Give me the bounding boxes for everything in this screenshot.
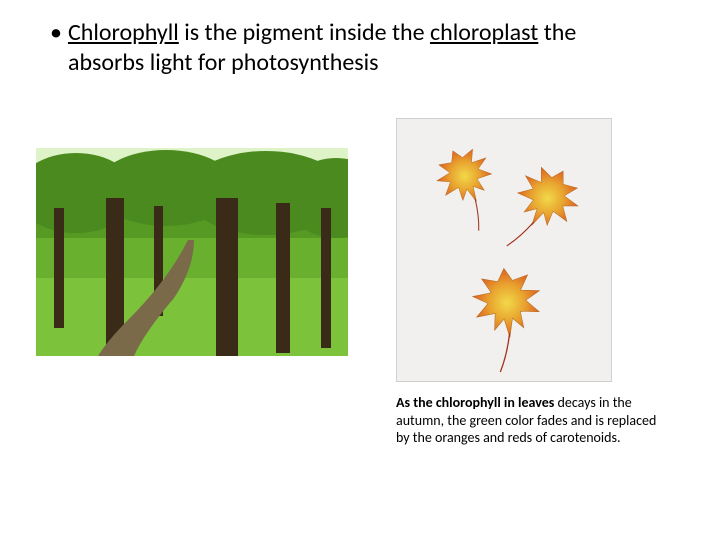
- autumn-leaves-image: [396, 118, 612, 382]
- forest-image: [36, 148, 348, 356]
- caption-text: As the chlorophyll in leaves decays in t…: [396, 394, 658, 447]
- bullet-dot: •: [50, 18, 62, 48]
- term-chloroplast: chloroplast: [430, 18, 538, 47]
- term-chlorophyll: Chlorophyll: [68, 18, 179, 47]
- bullet-mid: is the pigment inside the: [179, 18, 430, 47]
- bullet-text: •Chlorophyll is the pigment inside the c…: [50, 18, 660, 78]
- bullet-tail: the: [538, 18, 576, 47]
- bullet-line2: absorbs light for photosynthesis: [50, 48, 660, 78]
- caption-lead: As the chlorophyll in leaves: [396, 394, 558, 411]
